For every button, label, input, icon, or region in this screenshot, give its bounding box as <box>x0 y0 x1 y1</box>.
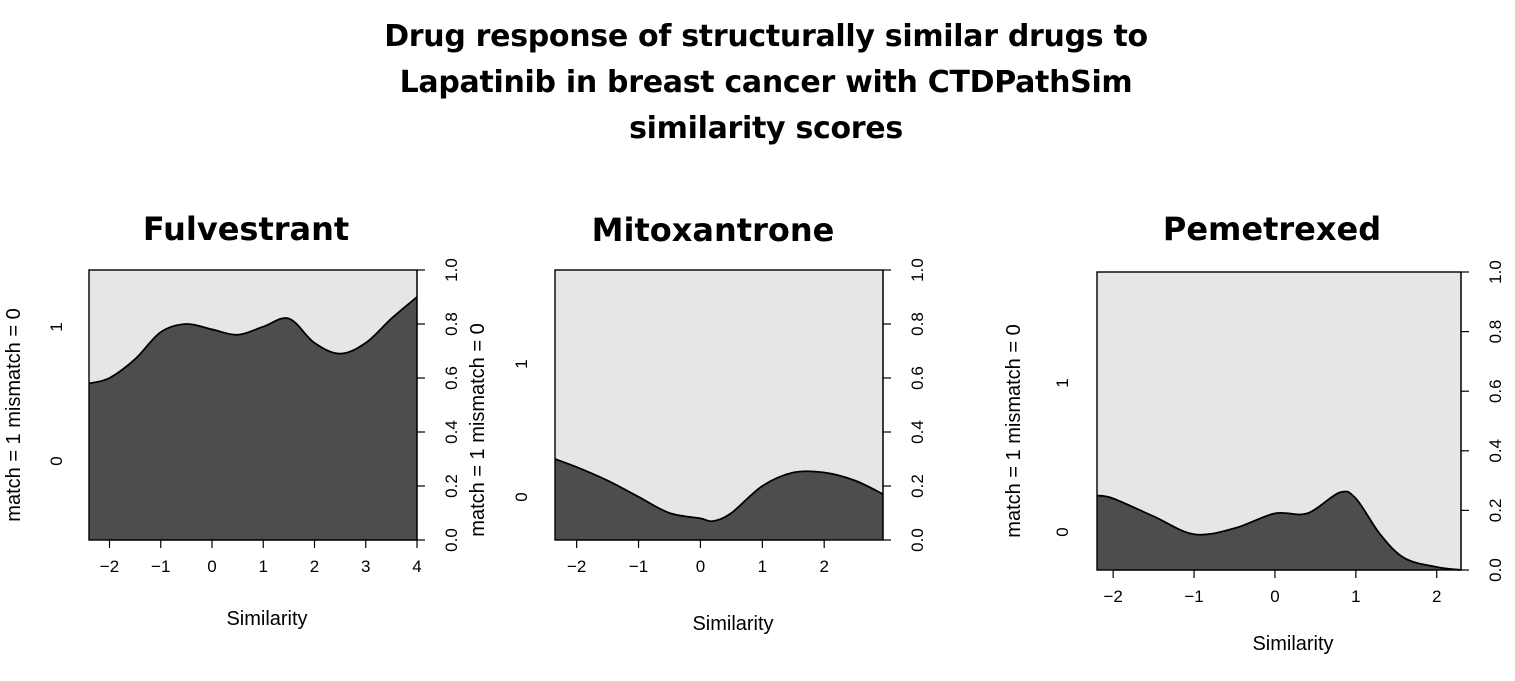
x-tick-label: −1 <box>1184 587 1203 606</box>
right-tick-label: 1.0 <box>442 258 461 282</box>
chart-title: Drug response of structurally similar dr… <box>350 14 1182 152</box>
chart-title-line-2: Lapatinib in breast cancer with CTDPathS… <box>399 65 1133 100</box>
right-tick-label: 0.0 <box>442 528 461 552</box>
panel-title: Fulvestrant <box>143 210 349 248</box>
left-tick-label: 1 <box>1053 378 1072 387</box>
x-tick-label: 1 <box>259 557 268 576</box>
right-tick-label: 1.0 <box>908 258 927 282</box>
density-area <box>89 297 417 540</box>
density-area <box>1097 491 1461 570</box>
panel-title: Mitoxantrone <box>592 211 835 249</box>
x-tick-label: 4 <box>412 557 421 576</box>
right-tick-label: 0.4 <box>1486 439 1505 463</box>
x-axis-label: Similarity <box>1252 633 1333 655</box>
x-tick-label: 2 <box>819 557 828 576</box>
y-axis-label: match = 1 mismatch = 0 <box>1003 324 1025 537</box>
x-tick-label: 2 <box>310 557 319 576</box>
right-tick-label: 0.8 <box>442 312 461 336</box>
left-tick-label: 0 <box>47 456 66 465</box>
y-axis-label: match = 1 mismatch = 0 <box>3 308 25 521</box>
density-curve <box>1096 490 1462 571</box>
density-curve <box>88 296 418 385</box>
chart-title-line-1: Drug response of structurally similar dr… <box>384 19 1148 54</box>
x-tick-label: −1 <box>151 557 170 576</box>
right-tick-label: 0.8 <box>908 312 927 336</box>
x-tick-label: 3 <box>361 557 370 576</box>
x-tick-label: −2 <box>567 557 586 576</box>
left-tick-label: 1 <box>512 359 531 368</box>
density-curve <box>554 458 884 523</box>
right-tick-label: 0.0 <box>1486 558 1505 582</box>
right-tick-label: 0.4 <box>908 420 927 444</box>
density-area <box>555 459 883 540</box>
x-tick-label: −2 <box>100 557 119 576</box>
right-tick-label: 0.0 <box>908 528 927 552</box>
x-tick-label: 1 <box>758 557 767 576</box>
x-tick-label: −1 <box>629 557 648 576</box>
chart-title-line-3: similarity scores <box>629 111 903 146</box>
right-tick-label: 0.8 <box>1486 320 1505 344</box>
right-tick-label: 0.6 <box>442 366 461 390</box>
right-tick-label: 0.2 <box>442 474 461 498</box>
x-tick-label: 0 <box>696 557 705 576</box>
x-tick-label: 0 <box>1270 587 1279 606</box>
x-axis-label: Similarity <box>692 613 773 635</box>
panel-mitoxantrone: Mitoxantrone −2 −1 0 1 2 Similarity 0 1 0.0 0.2 0.4… <box>512 211 927 635</box>
x-tick-label: −2 <box>1103 587 1122 606</box>
right-tick-label: 1.0 <box>1486 260 1505 284</box>
right-tick-label: 0.2 <box>1486 499 1505 523</box>
right-tick-label: 0.6 <box>1486 379 1505 403</box>
left-tick-label: 0 <box>512 492 531 501</box>
panel-fulvestrant: Fulvestrant −2 −1 0 1 2 3 4 Similarity 0 1 0.0 0.2 0.… <box>3 210 489 630</box>
x-tick-label: 1 <box>1351 587 1360 606</box>
x-tick-label: 0 <box>207 557 216 576</box>
left-tick-label: 1 <box>47 322 66 331</box>
right-tick-label: 0.4 <box>442 420 461 444</box>
panel-title: Pemetrexed <box>1163 210 1381 248</box>
x-tick-label: 2 <box>1432 587 1441 606</box>
x-axis-label: Similarity <box>226 608 307 630</box>
panel-pemetrexed: Pemetrexed −2 −1 0 1 2 Similarity 0 1 0.0 0.2 0.4 0.… <box>1003 210 1505 655</box>
right-y-axis-label: match = 1 mismatch = 0 <box>467 323 489 536</box>
right-tick-label: 0.6 <box>908 366 927 390</box>
right-tick-label: 0.2 <box>908 474 927 498</box>
left-tick-label: 0 <box>1053 527 1072 536</box>
